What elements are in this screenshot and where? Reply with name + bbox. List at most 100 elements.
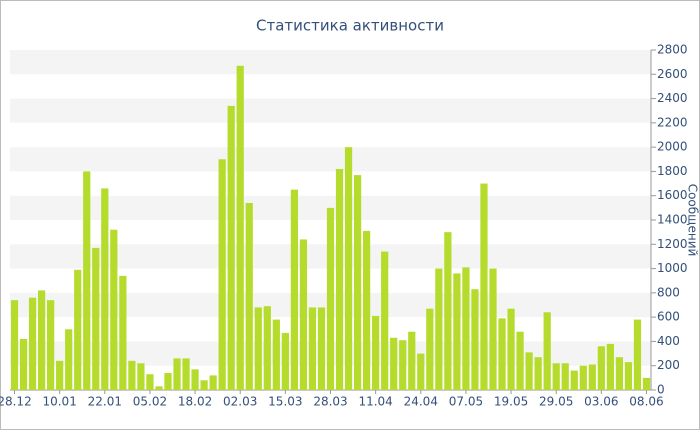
bar <box>200 380 208 390</box>
x-tick-label: 15.03 <box>268 395 302 409</box>
bar <box>236 65 244 391</box>
bar <box>444 232 452 390</box>
bar <box>299 239 308 390</box>
bar <box>471 289 479 390</box>
y-tick-label: 800 <box>657 285 680 299</box>
y-tick-label: 2200 <box>657 115 688 129</box>
bar <box>552 363 560 390</box>
bar <box>435 268 443 390</box>
y-tick-label: 200 <box>657 358 680 372</box>
bar <box>56 360 64 390</box>
y-tick-label: 1000 <box>657 261 688 275</box>
bar <box>218 159 226 390</box>
bar <box>10 300 19 390</box>
grid-band <box>10 50 651 75</box>
x-tick-label: 03.06 <box>584 395 618 409</box>
bar <box>489 268 497 390</box>
bar <box>74 269 82 390</box>
bar <box>47 300 55 390</box>
bar <box>308 307 317 390</box>
y-tick-label: 1600 <box>657 188 688 202</box>
bar <box>92 247 100 390</box>
x-tick-label: 19.05 <box>494 395 528 409</box>
bar <box>182 358 190 390</box>
x-tick-label: 10.01 <box>42 395 76 409</box>
y-tick-label: 2000 <box>657 140 688 154</box>
y-tick-label: 2600 <box>657 67 688 81</box>
bar <box>353 175 362 390</box>
bar <box>363 230 371 390</box>
bar <box>498 318 506 390</box>
chart-title: Статистика активности <box>256 17 444 35</box>
bar <box>633 319 642 390</box>
bar <box>65 329 73 390</box>
y-axis-label: Сообщений <box>686 184 700 257</box>
bar <box>227 105 235 390</box>
bar <box>390 337 398 390</box>
x-tick-label: 29.05 <box>539 395 573 409</box>
grid-band <box>10 98 651 123</box>
bar <box>281 332 289 390</box>
x-tick-label: 18.02 <box>178 395 212 409</box>
bar <box>155 386 163 390</box>
bar <box>209 375 217 390</box>
x-tick-label: 07.05 <box>449 395 483 409</box>
bar <box>534 357 542 390</box>
bar <box>245 203 253 390</box>
x-tick-label: 28.12 <box>0 395 32 409</box>
bar <box>453 273 461 390</box>
y-tick-label: 1400 <box>657 213 688 227</box>
bar <box>543 312 551 390</box>
bar <box>19 339 28 390</box>
bar <box>173 358 181 390</box>
bar <box>642 377 651 390</box>
bar <box>37 290 46 390</box>
y-tick-label: 400 <box>657 334 680 348</box>
bar <box>263 306 271 390</box>
bar <box>480 183 488 390</box>
bar <box>417 353 425 390</box>
bar <box>561 363 569 390</box>
bar <box>426 308 434 390</box>
bar <box>624 362 633 390</box>
y-tick-label: 1200 <box>657 237 688 251</box>
bar <box>408 331 416 390</box>
bar <box>137 363 145 390</box>
bar <box>290 189 298 390</box>
bar <box>83 171 91 390</box>
bar <box>597 346 605 390</box>
bar <box>254 307 262 390</box>
bar <box>588 364 596 390</box>
x-tick-label: 24.04 <box>404 395 438 409</box>
bar <box>516 331 524 390</box>
bar <box>128 360 136 390</box>
bar <box>101 188 109 390</box>
bar <box>579 365 587 390</box>
y-tick-label: 2400 <box>657 91 688 105</box>
x-tick-label: 22.01 <box>88 395 122 409</box>
y-tick-label: 2800 <box>657 43 688 57</box>
x-tick-label: 05.02 <box>133 395 167 409</box>
y-tick-label: 600 <box>657 310 680 324</box>
bar <box>372 315 380 390</box>
bar <box>606 343 614 390</box>
bar <box>146 374 154 390</box>
y-tick-label: 0 <box>657 383 665 397</box>
bar <box>570 370 578 390</box>
bar <box>335 169 344 390</box>
bar <box>317 307 326 390</box>
bar <box>272 319 280 390</box>
bar <box>110 229 118 390</box>
x-tick-label: 28.03 <box>313 395 347 409</box>
bar <box>28 297 37 390</box>
x-tick-label: 02.03 <box>223 395 257 409</box>
bar <box>191 369 199 390</box>
bar <box>507 308 515 390</box>
bar <box>344 147 353 390</box>
x-tick-label: 11.04 <box>358 395 392 409</box>
bar <box>381 251 389 390</box>
x-tick-label: 08.06 <box>629 395 663 409</box>
bar <box>119 275 127 390</box>
bar <box>399 340 407 390</box>
